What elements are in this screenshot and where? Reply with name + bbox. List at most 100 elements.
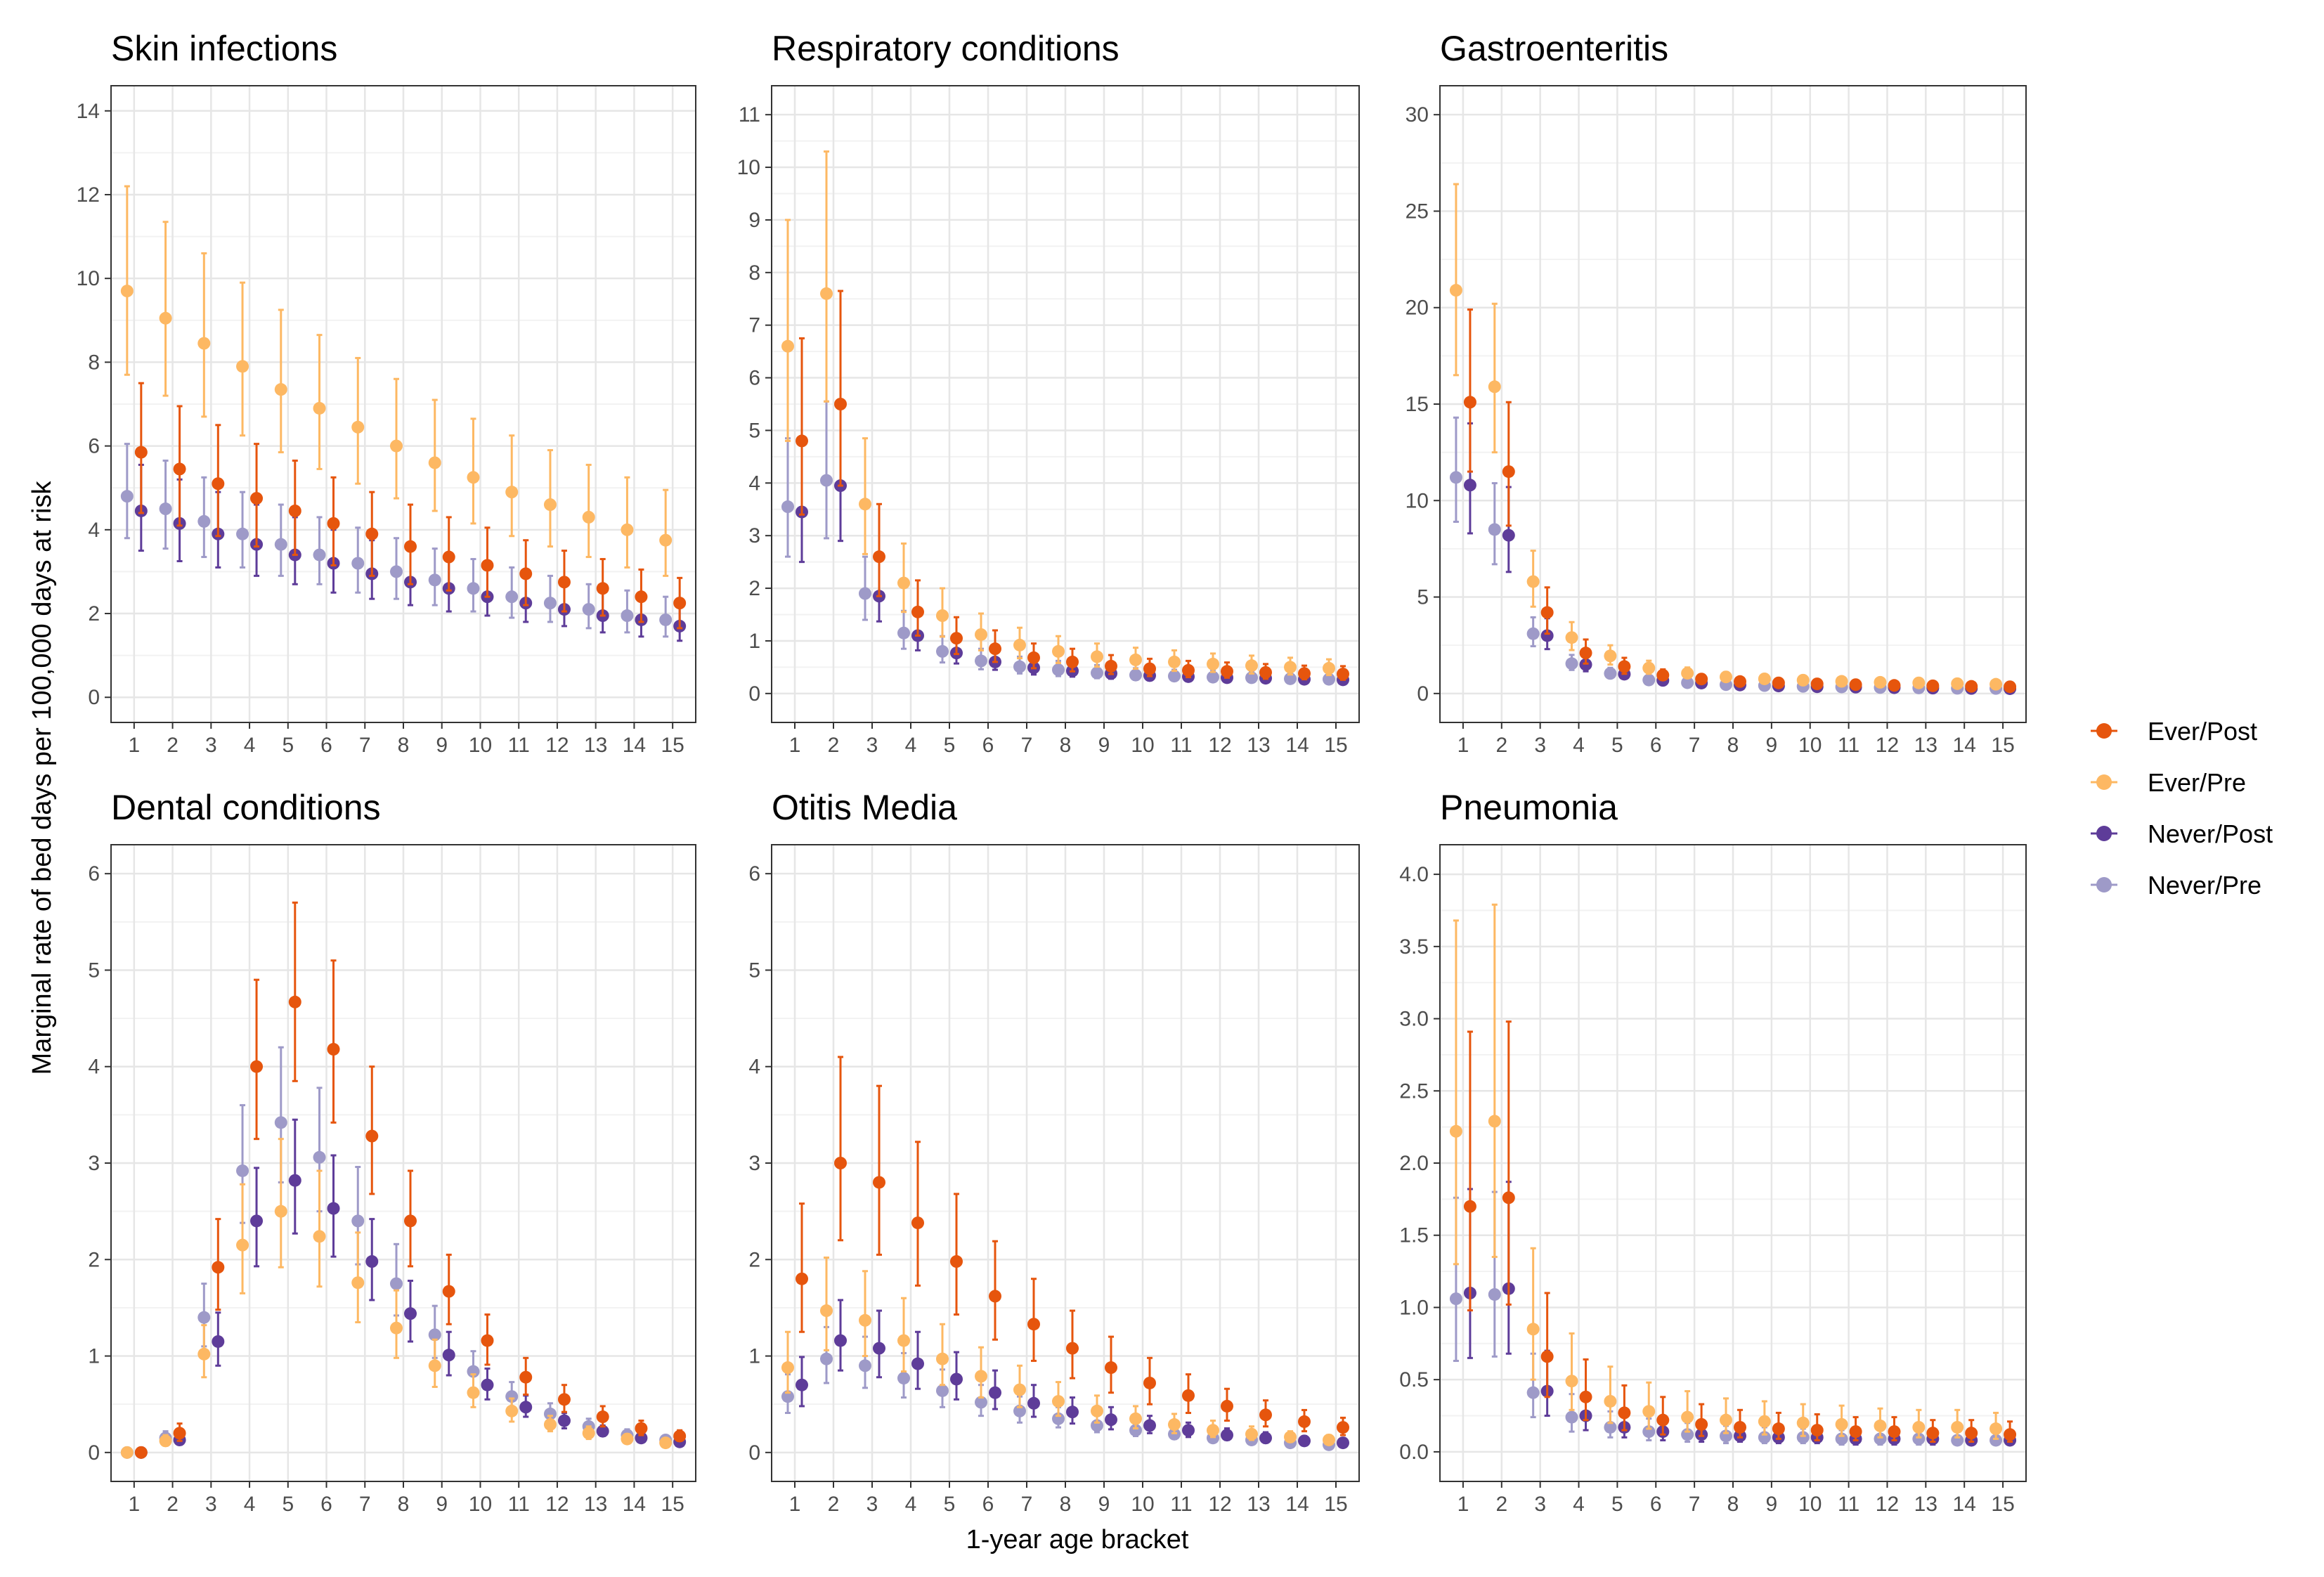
data-point: [1221, 665, 1233, 678]
data-point: [1182, 663, 1195, 677]
data-point: [236, 1164, 249, 1177]
data-point: [120, 285, 134, 298]
x-tick-label: 7: [359, 734, 371, 757]
data-point: [557, 576, 571, 589]
data-point: [659, 533, 673, 547]
data-point: [390, 1321, 403, 1335]
data-point: [1656, 668, 1670, 682]
series-ever-post: [1463, 1020, 2017, 1443]
data-point: [1221, 1399, 1233, 1413]
data-point: [365, 1129, 379, 1143]
data-point: [1642, 1425, 1656, 1439]
x-tick-label: 6: [1650, 1493, 1662, 1516]
data-point: [1912, 676, 1926, 689]
panel: 0.00.51.01.52.02.53.03.54.01 2 3 4 5 6 7 8 9 10 11…: [1399, 788, 2027, 1516]
data-point: [1129, 1424, 1142, 1437]
data-point: [635, 1422, 648, 1435]
data-point: [1951, 1434, 1964, 1447]
data-point: [897, 576, 910, 590]
series-ever-post: [134, 382, 687, 630]
data-point: [975, 1370, 987, 1383]
data-point: [1772, 676, 1785, 689]
panel-border: [1439, 85, 2027, 723]
legend-item: Ever/Pre: [2091, 768, 2246, 797]
x-tick-label: 3: [866, 734, 878, 757]
data-point: [1284, 661, 1297, 674]
data-point: [1259, 1408, 1272, 1422]
data-point: [1579, 1390, 1592, 1403]
x-tick-label: 8: [398, 734, 410, 757]
x-tick-label: 1: [128, 1493, 140, 1516]
data-point: [820, 287, 833, 300]
legend-label: Never/Pre: [2148, 871, 2261, 900]
data-point: [621, 1432, 634, 1446]
data-point: [404, 540, 417, 553]
panel-border: [771, 85, 1360, 723]
x-tick-label: 2: [167, 1493, 178, 1516]
data-point: [834, 1334, 847, 1347]
data-point: [1951, 677, 1964, 690]
data-point: [1965, 1427, 1978, 1440]
data-point: [1066, 1406, 1079, 1419]
y-tick-label: 5: [1417, 586, 1429, 609]
panel-title: Otitis Media: [772, 788, 957, 827]
data-point: [505, 590, 519, 604]
y-tick-label: 1: [88, 1345, 100, 1368]
x-tick-label: 15: [661, 734, 684, 757]
x-tick-label: 10: [469, 734, 492, 757]
data-point: [1618, 1406, 1631, 1420]
data-point: [1734, 1420, 1746, 1434]
series-never-pre: [781, 400, 1335, 686]
data-point: [1772, 1422, 1785, 1436]
data-point: [873, 1342, 885, 1355]
y-tick-label: 4: [88, 1056, 100, 1079]
data-point: [1618, 660, 1631, 673]
data-point: [1888, 1425, 1901, 1439]
series-ever-pre: [1449, 183, 2003, 691]
data-point: [911, 1216, 924, 1230]
data-point: [543, 597, 557, 610]
data-point: [1245, 659, 1258, 673]
data-point: [1874, 1419, 1887, 1432]
data-point: [390, 1277, 403, 1290]
legend-item: Ever/Post: [2091, 717, 2257, 746]
panel-border: [1439, 844, 2027, 1482]
data-point: [1758, 1415, 1771, 1428]
data-point: [1642, 1405, 1656, 1418]
x-tick-label: 4: [905, 1493, 917, 1516]
data-point: [1091, 650, 1103, 663]
data-point: [481, 1334, 494, 1347]
data-point: [621, 609, 634, 623]
data-point: [596, 1425, 609, 1438]
data-point: [1874, 675, 1887, 689]
y-tick-label: 0.0: [1399, 1441, 1429, 1464]
y-tick-label: 3: [88, 1152, 100, 1175]
x-tick-label: 10: [1798, 1493, 1822, 1516]
data-point: [781, 1390, 794, 1403]
x-tick-label: 2: [167, 734, 178, 757]
data-point: [820, 1304, 833, 1318]
x-tick-label: 11: [1170, 1493, 1192, 1516]
data-point: [1565, 631, 1578, 644]
data-point: [505, 1404, 519, 1417]
data-point: [1091, 1404, 1103, 1417]
data-point: [989, 642, 1001, 656]
data-point: [1027, 1396, 1040, 1410]
x-tick-label: 4: [905, 734, 917, 757]
series-ever-pre: [1449, 903, 2003, 1440]
data-point: [897, 1334, 910, 1347]
data-point: [1323, 1433, 1335, 1446]
data-point: [975, 654, 987, 668]
series-ever-pre: [781, 150, 1335, 677]
data-point: [1066, 655, 1079, 668]
legend-label: Ever/Pre: [2148, 768, 2246, 797]
x-tick-label: 12: [545, 734, 569, 757]
data-point: [557, 1414, 571, 1427]
data-point: [390, 439, 403, 453]
data-point: [596, 582, 609, 595]
y-tick-label: 15: [1406, 393, 1429, 416]
data-point: [557, 1393, 571, 1406]
x-tick-label: 2: [1495, 1493, 1507, 1516]
data-point: [428, 456, 441, 469]
data-point: [1656, 1413, 1670, 1427]
